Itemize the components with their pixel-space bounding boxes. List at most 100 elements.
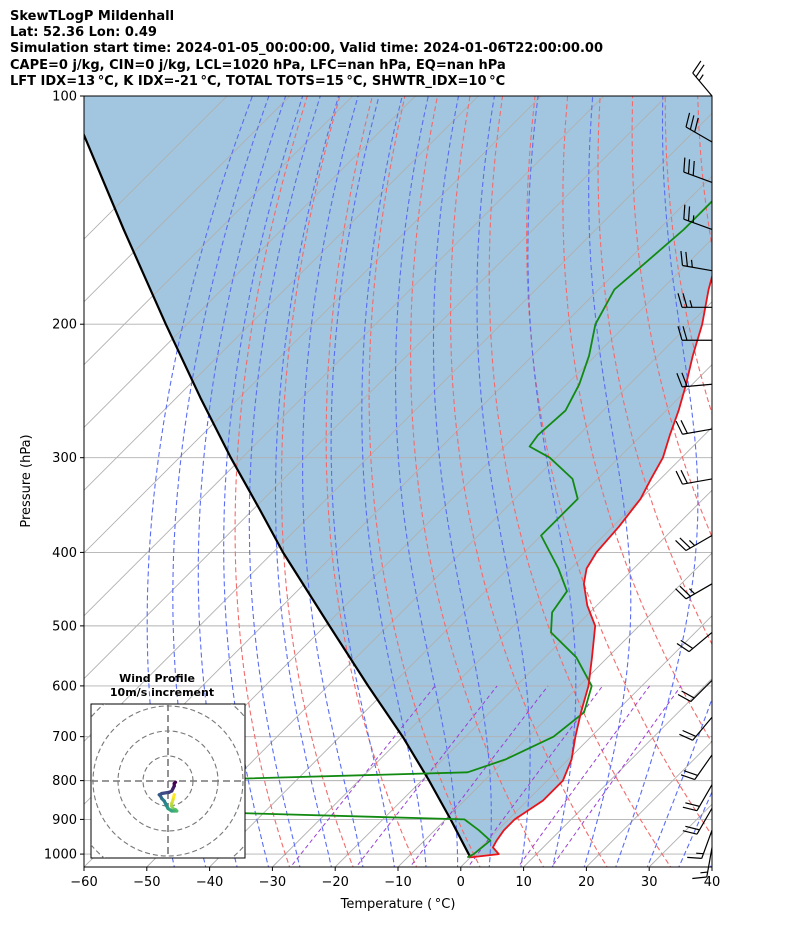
y-tick-label: 1000 [44, 848, 77, 863]
wind-barb [683, 157, 713, 183]
wind-barb-half-feather [690, 259, 693, 268]
wind-barb [675, 420, 713, 435]
temperature-profile-line [470, 273, 712, 859]
wind-barb-feather [695, 64, 705, 78]
wind-barb-feather [675, 539, 687, 551]
x-tick-label: 40 [704, 875, 721, 890]
wind-barb-feather [685, 825, 700, 831]
wind-barb-feather [682, 293, 688, 308]
dry-adiabat-line [368, 96, 481, 867]
hodograph-segment [172, 780, 178, 786]
station-coordinates: Lat: 52.36 Lon: 0.49 [10, 25, 157, 41]
wind-barb-feather [685, 112, 691, 128]
figure-header: SkewTLogP Mildenhall Lat: 52.36 Lon: 0.4… [10, 9, 603, 90]
moist-adiabat-line [146, 96, 253, 867]
isotherm-line [523, 677, 712, 867]
y-tick-label: 900 [52, 813, 77, 828]
wind-barb-feather [685, 802, 700, 807]
dry-adiabat-line [562, 96, 712, 744]
isotherm-line [84, 112, 712, 743]
dry-adiabat-line [325, 96, 418, 867]
stability-indices-1: CAPE=0 j/kg, CIN=0 j/kg, LCL=1020 hPa, L… [10, 57, 506, 73]
wind-barb-feather [680, 469, 688, 484]
moist-adiabat-line [583, 96, 632, 867]
wind-barb [676, 372, 713, 388]
moist-adiabat-line [678, 790, 712, 867]
inset-title: Wind Profile [119, 672, 195, 685]
dry-adiabat-line [526, 96, 712, 837]
wind-barb-half-feather [689, 588, 696, 595]
isotherm-line [84, 96, 291, 303]
wind-barb-feather [683, 204, 686, 220]
wind-barb-half-feather [700, 871, 708, 874]
wind-barb [680, 754, 713, 781]
wind-barb-half-feather [689, 540, 696, 546]
moist-adiabat-line [527, 96, 577, 867]
wind-barb-feather [680, 420, 688, 434]
wind-barb [683, 204, 713, 231]
wind-barb [675, 583, 713, 600]
inset-subtitle: 10m/s increment [110, 686, 214, 699]
wind-barb-feather [689, 115, 695, 130]
dry-adiabat-line [450, 96, 608, 867]
y-tick-label: 500 [52, 619, 77, 634]
wind-barb-half-feather [692, 215, 695, 223]
moist-adiabat-line [223, 96, 304, 867]
wind-barb-feather [680, 639, 694, 649]
x-tick-label: −20 [321, 875, 348, 890]
isotherm-line [334, 489, 712, 867]
wind-barb [682, 807, 713, 835]
wind-barb-feather [681, 690, 695, 699]
wind-barb [692, 847, 713, 880]
moist-adiabat-line [709, 862, 712, 867]
background-lines [84, 96, 794, 870]
wind-barb-feather [679, 537, 691, 549]
moist-adiabat-line [395, 96, 459, 867]
wind-barb-feather [675, 470, 683, 485]
wind-barb-feather [676, 643, 690, 653]
wind-barb [685, 112, 713, 143]
dry-adiabat-line [730, 96, 794, 870]
wind-barb-feather [682, 806, 698, 812]
mixing-ratio-line [355, 685, 498, 867]
parcel-area-fill [84, 96, 712, 858]
dry-adiabat-line [234, 96, 308, 867]
moist-adiabat-line [476, 96, 531, 867]
dry-adiabat-line [488, 96, 672, 867]
wind-barb-feather [692, 160, 695, 176]
x-tick-label: 30 [641, 875, 658, 890]
wind-barb-feather [683, 770, 698, 776]
wind-barb-feather [692, 60, 702, 74]
isotherm-line [397, 552, 712, 867]
wind-barb-feather [679, 733, 693, 741]
dry-adiabat-line [597, 96, 712, 646]
isotherm-line [460, 615, 712, 867]
wind-barb-feather [677, 693, 692, 703]
x-tick-label: −30 [259, 875, 286, 890]
wind-barb [675, 469, 713, 485]
axis-ticks: −60 −50 −40 −30 −20 −10 0 10 20 30 40 100 200 300 400 5… [44, 90, 720, 891]
stability-indices-2: LFT IDX=13 °C, K IDX=-21 °C, TOTAL TOTS=… [10, 73, 506, 89]
isotherm-line [84, 96, 416, 429]
wind-barb-feather [675, 420, 683, 435]
y-tick-label: 300 [52, 451, 77, 466]
isotherm-line [84, 96, 605, 617]
parcel-temperature-area [84, 96, 712, 858]
wind-barb-feather [687, 159, 691, 174]
moist-adiabat-line [172, 96, 270, 867]
moist-adiabat-line [740, 96, 794, 870]
wind-barb [680, 250, 713, 272]
x-tick-label: 10 [515, 875, 532, 890]
wind-barb-feather [677, 293, 683, 308]
x-axis-label: Temperature ( °C) [340, 897, 456, 912]
y-tick-label: 600 [52, 679, 77, 694]
moist-adiabat-line [302, 96, 364, 867]
station-title: SkewTLogP Mildenhall [10, 9, 175, 24]
wind-barb [677, 326, 712, 341]
wind-barb-staff [692, 716, 713, 741]
isotherm-line [84, 96, 667, 680]
wind-barb-feather [687, 856, 702, 859]
wind-barb-feather [680, 774, 695, 781]
isotherm-line [272, 426, 712, 867]
